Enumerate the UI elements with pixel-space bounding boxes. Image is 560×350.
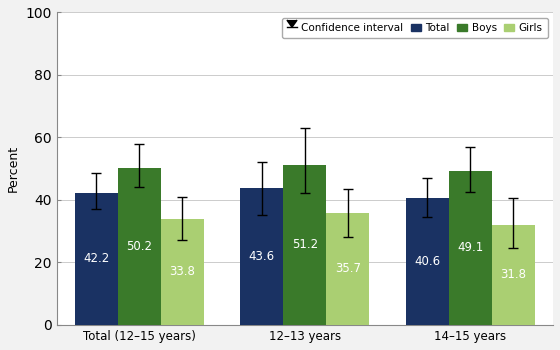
Text: 33.8: 33.8 — [170, 265, 195, 278]
Text: 42.2: 42.2 — [83, 252, 110, 265]
Legend: Confidence interval, Total, Boys, Girls: Confidence interval, Total, Boys, Girls — [282, 18, 548, 38]
Text: 40.6: 40.6 — [414, 255, 440, 268]
Bar — [406, 198, 449, 324]
Bar — [118, 168, 161, 324]
Bar — [283, 165, 326, 324]
Bar — [75, 193, 118, 324]
Bar — [449, 171, 492, 324]
Text: 35.7: 35.7 — [335, 262, 361, 275]
Bar — [161, 219, 204, 324]
Bar — [492, 225, 535, 324]
Y-axis label: Percent: Percent — [7, 145, 20, 192]
Text: 50.2: 50.2 — [127, 240, 152, 253]
Bar — [240, 188, 283, 324]
Text: 43.6: 43.6 — [249, 250, 275, 263]
Text: 51.2: 51.2 — [292, 238, 318, 251]
Text: 31.8: 31.8 — [500, 268, 526, 281]
Bar — [326, 213, 370, 324]
Text: 49.1: 49.1 — [457, 241, 483, 254]
